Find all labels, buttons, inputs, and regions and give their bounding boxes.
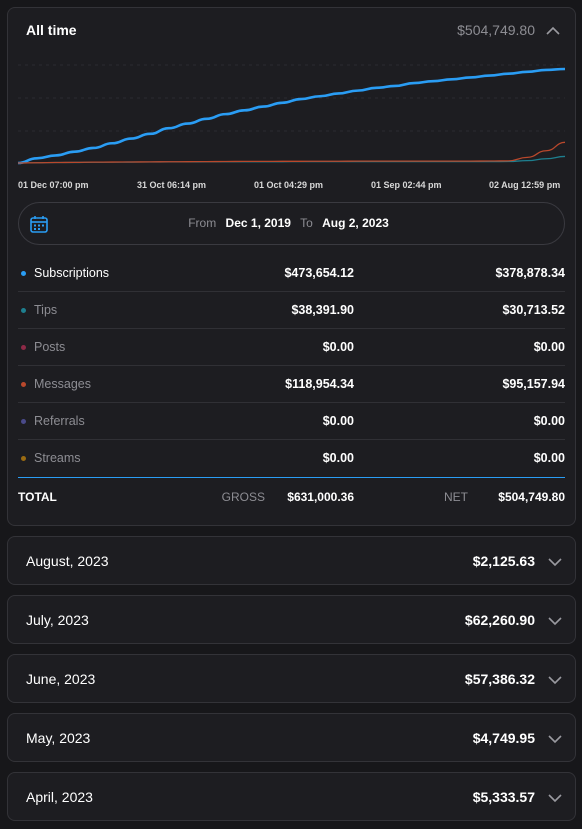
to-label: To bbox=[300, 216, 313, 230]
category-row-subscriptions: Subscriptions $473,654.12 $378,878.34 bbox=[18, 255, 565, 292]
category-row-posts: Posts $0.00 $0.00 bbox=[18, 329, 565, 366]
gross-value: $38,391.90 bbox=[291, 303, 354, 317]
legend-dot bbox=[21, 308, 26, 313]
month-card-april-2023[interactable]: April, 2023 $5,333.57 bbox=[7, 772, 576, 821]
month-label: July, 2023 bbox=[26, 612, 89, 628]
month-value: $62,260.90 bbox=[464, 612, 535, 628]
legend-dot bbox=[21, 419, 26, 424]
gross-value: $118,954.34 bbox=[285, 377, 354, 391]
month-label: April, 2023 bbox=[26, 789, 93, 805]
gross-total: $631,000.36 bbox=[287, 490, 354, 504]
month-value: $4,749.95 bbox=[472, 730, 535, 746]
net-value: $378,878.34 bbox=[495, 266, 565, 280]
summary-title: All time bbox=[26, 22, 77, 38]
to-date[interactable]: Aug 2, 2023 bbox=[322, 216, 389, 230]
category-row-tips: Tips $38,391.90 $30,713.52 bbox=[18, 292, 565, 329]
chevron-up-icon[interactable] bbox=[545, 23, 561, 39]
net-value: $0.00 bbox=[533, 340, 565, 354]
legend-dot bbox=[21, 271, 26, 276]
calendar-icon[interactable] bbox=[29, 214, 49, 234]
series-line-messages bbox=[18, 141, 565, 164]
gross-value: $0.00 bbox=[322, 451, 354, 465]
x-tick-label: 01 Sep 02:44 pm bbox=[371, 180, 442, 190]
date-range-text: From Dec 1, 2019 To Aug 2, 2023 bbox=[19, 216, 564, 230]
chevron-down-icon[interactable] bbox=[547, 554, 563, 570]
month-label: May, 2023 bbox=[26, 730, 91, 746]
legend-dot bbox=[21, 382, 26, 387]
total-label: TOTAL bbox=[18, 490, 57, 504]
gross-value: $473,654.12 bbox=[284, 266, 354, 280]
category-label: Tips bbox=[34, 303, 58, 317]
gross-label: GROSS bbox=[221, 490, 265, 504]
legend-dot bbox=[21, 456, 26, 461]
gross-value: $0.00 bbox=[322, 340, 354, 354]
month-label: June, 2023 bbox=[26, 671, 96, 687]
net-value: $0.00 bbox=[533, 414, 565, 428]
totals-row: TOTAL GROSS $631,000.36 NET $504,749.80 bbox=[18, 477, 565, 514]
net-label: NET bbox=[444, 490, 468, 504]
month-card-may-2023[interactable]: May, 2023 $4,749.95 bbox=[7, 713, 576, 762]
category-label: Referrals bbox=[34, 414, 85, 428]
category-label: Messages bbox=[34, 377, 91, 391]
net-total: $504,749.80 bbox=[498, 490, 565, 504]
chevron-down-icon[interactable] bbox=[547, 672, 563, 688]
x-tick-label: 01 Dec 07:00 pm bbox=[18, 180, 89, 190]
from-label: From bbox=[188, 216, 217, 230]
series-line-subscriptions bbox=[18, 67, 565, 165]
all-time-card: All time $504,749.80 01 Dec 07:00 pm 31 … bbox=[7, 7, 576, 526]
month-value: $5,333.57 bbox=[472, 789, 535, 805]
category-label: Posts bbox=[34, 340, 66, 354]
category-row-referrals: Referrals $0.00 $0.00 bbox=[18, 403, 565, 440]
net-value: $0.00 bbox=[533, 451, 565, 465]
from-date[interactable]: Dec 1, 2019 bbox=[225, 216, 291, 230]
legend-dot bbox=[21, 345, 26, 350]
x-tick-label: 31 Oct 06:14 pm bbox=[137, 180, 207, 190]
chevron-down-icon[interactable] bbox=[547, 790, 563, 806]
month-card-july-2023[interactable]: July, 2023 $62,260.90 bbox=[7, 595, 576, 644]
month-value: $2,125.63 bbox=[472, 553, 535, 569]
x-tick-label: 02 Aug 12:59 pm bbox=[489, 180, 561, 190]
category-row-messages: Messages $118,954.34 $95,157.94 bbox=[18, 366, 565, 403]
month-card-august-2023[interactable]: August, 2023 $2,125.63 bbox=[7, 536, 576, 585]
chevron-down-icon[interactable] bbox=[547, 731, 563, 747]
x-tick-label: 01 Oct 04:29 pm bbox=[254, 180, 324, 190]
net-value: $30,713.52 bbox=[502, 303, 565, 317]
date-range-picker[interactable]: From Dec 1, 2019 To Aug 2, 2023 bbox=[18, 202, 565, 245]
net-value: $95,157.94 bbox=[502, 377, 565, 391]
category-label: Streams bbox=[34, 451, 81, 465]
earnings-chart bbox=[18, 64, 565, 165]
month-value: $57,386.32 bbox=[464, 671, 535, 687]
month-label: August, 2023 bbox=[26, 553, 109, 569]
category-row-streams: Streams $0.00 $0.00 bbox=[18, 440, 565, 477]
chevron-down-icon[interactable] bbox=[547, 613, 563, 629]
category-label: Subscriptions bbox=[34, 266, 110, 280]
summary-total: $504,749.80 bbox=[457, 22, 535, 38]
gross-value: $0.00 bbox=[322, 414, 354, 428]
month-card-june-2023[interactable]: June, 2023 $57,386.32 bbox=[7, 654, 576, 703]
